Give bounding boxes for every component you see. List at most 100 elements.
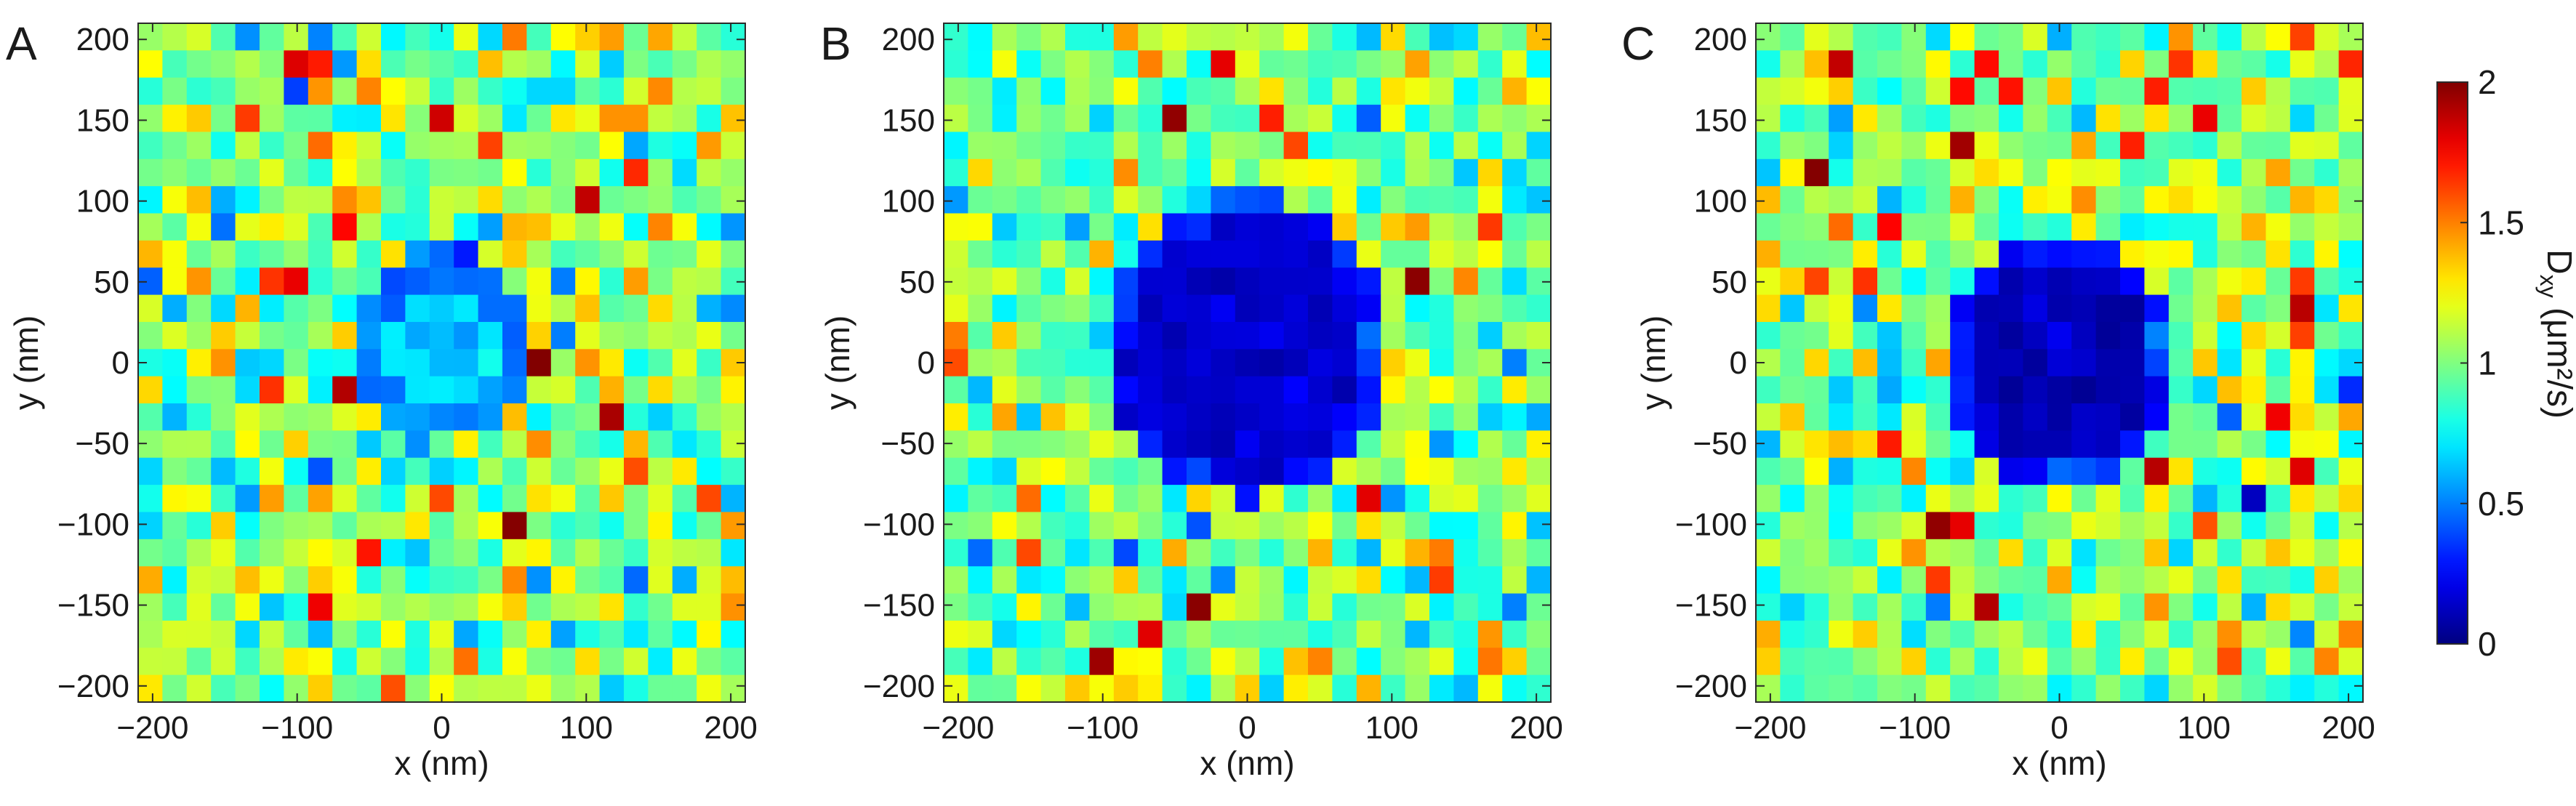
heatmap-cell (284, 349, 309, 377)
heatmap-cell (1040, 539, 1066, 567)
heatmap-cell (1901, 485, 1927, 513)
heatmap-cell (1235, 77, 1260, 105)
heatmap-cell (308, 430, 333, 459)
heatmap-cell (992, 294, 1017, 323)
heatmap-cell (454, 132, 479, 160)
heatmap-cell (2217, 512, 2242, 540)
heatmap-cell (2290, 50, 2315, 78)
heatmap-cell (332, 105, 358, 133)
heatmap-cell (1187, 674, 1211, 703)
heatmap-cell (672, 240, 697, 268)
heatmap-cell (1308, 240, 1333, 268)
heatmap-cell (1780, 267, 1805, 296)
heatmap-cell (1999, 50, 2023, 78)
heatmap-cell (1089, 23, 1115, 51)
heatmap-cell (1429, 267, 1454, 296)
heatmap-cell (526, 213, 552, 241)
heatmap-cell (1999, 77, 2023, 105)
heatmap-cell (2144, 77, 2170, 105)
heatmap-cell (2047, 186, 2072, 214)
heatmap-cell (1308, 539, 1333, 567)
heatmap-cell (1381, 539, 1406, 567)
heatmap-cell (2217, 213, 2242, 241)
heatmap-cell (2168, 23, 2194, 51)
heatmap-cell (1187, 213, 1211, 241)
heatmap-cell (2314, 430, 2340, 459)
heatmap-cell (2023, 674, 2048, 703)
heatmap-cell (1211, 620, 1236, 648)
heatmap-cell (405, 321, 430, 350)
heatmap-cell (1974, 674, 1999, 703)
heatmap-cell (944, 620, 968, 648)
heatmap-cell (284, 485, 309, 513)
heatmap-cell (2120, 457, 2145, 485)
heatmap-cell (1065, 23, 1090, 51)
heatmap-cell (1853, 674, 1878, 703)
heatmap-cell (1162, 620, 1187, 648)
heatmap-cell (1405, 321, 1430, 350)
heatmap-cell (284, 267, 309, 296)
heatmap-cell (1477, 593, 1503, 621)
heatmap-cell (1756, 158, 1781, 187)
heatmap-cell (381, 485, 406, 513)
heatmap-cell (162, 457, 188, 485)
heatmap-cell (235, 566, 260, 595)
heatmap-cell (1187, 648, 1211, 676)
heatmap-cell (1089, 566, 1115, 595)
heatmap-cell (1211, 349, 1236, 377)
heatmap-cell (2095, 376, 2121, 404)
heatmap-cell (1040, 648, 1066, 676)
heatmap-cell (2193, 376, 2218, 404)
heatmap-cell (162, 132, 188, 160)
heatmap-cell (624, 132, 649, 160)
heatmap-cell (1780, 539, 1805, 567)
heatmap-cell (721, 485, 746, 513)
heatmap-cell (1211, 213, 1236, 241)
heatmap-cell (478, 23, 503, 51)
heatmap-cell (1804, 240, 1829, 268)
heatmap-cell (1477, 566, 1503, 595)
heatmap-cell (2023, 457, 2048, 485)
heatmap-cell (1089, 105, 1115, 133)
heatmap-cell (624, 674, 649, 703)
heatmap-cell (1065, 240, 1090, 268)
heatmap-cell (2242, 213, 2266, 241)
heatmap-cell (2193, 240, 2218, 268)
heatmap-cell (478, 620, 503, 648)
heatmap-cell (1780, 321, 1805, 350)
heatmap-cell (1526, 485, 1552, 513)
heatmap-cell (1040, 512, 1066, 540)
heatmap-cell (1925, 430, 1951, 459)
heatmap-cell (1804, 512, 1829, 540)
y-tick-label: 50 (94, 265, 129, 300)
heatmap-cell (2242, 158, 2266, 187)
heatmap-cell (2023, 539, 2048, 567)
heatmap-cell (1901, 457, 1927, 485)
heatmap-cell (1950, 105, 1975, 133)
heatmap-cell (624, 77, 649, 105)
heatmap-cell (405, 186, 430, 214)
heatmap-cell (356, 648, 382, 676)
heatmap-cell (1113, 648, 1139, 676)
heatmap-cell (1950, 539, 1975, 567)
heatmap-cell (2314, 674, 2340, 703)
heatmap-cell (1356, 158, 1381, 187)
heatmap-cell (1016, 457, 1042, 485)
heatmap-cell (284, 539, 309, 567)
heatmap-cell (992, 132, 1017, 160)
heatmap-cell (186, 593, 212, 621)
heatmap-cell (1877, 648, 1902, 676)
heatmap-cell (260, 349, 284, 377)
heatmap-cell (1283, 213, 1309, 241)
heatmap-cell (2120, 132, 2145, 160)
heatmap-cell (478, 158, 503, 187)
heatmap-cell (1040, 321, 1066, 350)
heatmap-cell (1089, 267, 1115, 296)
heatmap-cell (1187, 267, 1211, 296)
heatmap-cell (2071, 186, 2097, 214)
x-axis-label: x (nm) (394, 744, 489, 782)
heatmap-cell (648, 566, 673, 595)
heatmap-cell (550, 77, 576, 105)
heatmap-cell (944, 648, 968, 676)
heatmap-cell (2242, 50, 2266, 78)
